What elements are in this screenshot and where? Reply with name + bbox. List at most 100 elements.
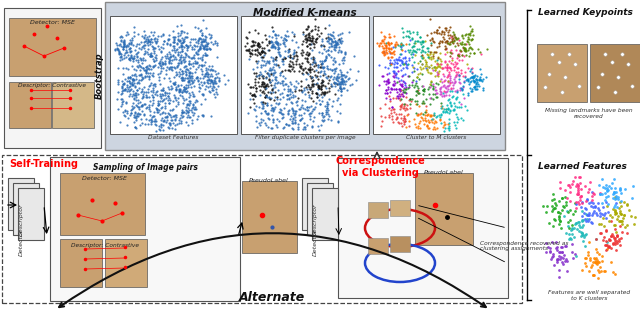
Point: [170, 81, 180, 86]
Point: [148, 113, 158, 118]
Point: [444, 42, 454, 47]
Point: [595, 191, 605, 197]
Point: [419, 86, 429, 91]
Point: [381, 45, 391, 50]
Point: [396, 121, 406, 126]
Point: [332, 43, 342, 48]
Point: [198, 113, 209, 118]
Point: [468, 51, 479, 56]
Point: [601, 239, 611, 244]
Point: [274, 118, 284, 123]
Point: [297, 42, 307, 47]
Point: [349, 53, 359, 58]
Point: [435, 118, 445, 123]
Point: [176, 118, 186, 124]
Point: [394, 78, 404, 83]
Point: [284, 62, 294, 67]
Point: [392, 61, 402, 66]
Point: [291, 58, 301, 63]
Point: [436, 59, 446, 64]
Point: [122, 43, 132, 48]
Point: [396, 51, 406, 56]
Point: [337, 74, 347, 79]
Point: [317, 72, 328, 77]
Point: [118, 71, 129, 76]
Point: [191, 51, 202, 56]
Point: [314, 85, 324, 90]
Point: [557, 255, 568, 260]
Point: [399, 61, 409, 66]
Point: [126, 41, 136, 46]
Point: [402, 106, 412, 112]
Text: Correspondence
via Clustering: Correspondence via Clustering: [335, 156, 425, 178]
Point: [245, 96, 255, 101]
Point: [173, 83, 183, 88]
Point: [130, 84, 140, 89]
Point: [147, 118, 157, 124]
Point: [388, 69, 399, 74]
Point: [252, 73, 262, 78]
Point: [404, 35, 414, 40]
Point: [324, 53, 334, 58]
Point: [410, 122, 420, 127]
Point: [244, 90, 255, 95]
Point: [131, 102, 141, 107]
Point: [173, 95, 183, 100]
Point: [554, 215, 564, 220]
Point: [584, 217, 595, 222]
Point: [303, 32, 314, 37]
Point: [454, 99, 465, 104]
Point: [415, 40, 425, 45]
Point: [538, 203, 548, 208]
Point: [600, 210, 610, 215]
Point: [208, 83, 218, 88]
Point: [268, 90, 278, 95]
Point: [161, 54, 172, 59]
Point: [125, 48, 135, 53]
Point: [432, 44, 442, 49]
Point: [598, 237, 608, 242]
Point: [388, 70, 399, 75]
Point: [317, 80, 327, 85]
Point: [476, 78, 486, 83]
Point: [296, 78, 306, 83]
Point: [317, 117, 327, 122]
Point: [252, 48, 262, 53]
Point: [245, 105, 255, 110]
Point: [255, 51, 265, 56]
Point: [289, 48, 299, 53]
Point: [432, 64, 442, 70]
Point: [335, 102, 346, 107]
Point: [578, 223, 588, 228]
Point: [177, 69, 187, 74]
Point: [120, 113, 130, 118]
Point: [169, 48, 179, 53]
Point: [605, 238, 616, 243]
Point: [204, 31, 214, 36]
Point: [457, 39, 467, 44]
Point: [383, 40, 394, 45]
Point: [188, 37, 198, 42]
Point: [161, 65, 172, 70]
Point: [298, 126, 308, 131]
Point: [335, 40, 346, 45]
Point: [425, 52, 435, 57]
Point: [248, 39, 258, 44]
Point: [136, 120, 147, 125]
Point: [604, 237, 614, 242]
Point: [305, 111, 316, 116]
Point: [177, 75, 188, 80]
Point: [182, 88, 192, 93]
Point: [432, 69, 442, 74]
Point: [188, 103, 198, 108]
Point: [260, 120, 270, 125]
Point: [314, 49, 324, 54]
Point: [173, 82, 183, 87]
Point: [168, 80, 179, 85]
Point: [212, 71, 223, 76]
Point: [180, 63, 190, 68]
Point: [442, 40, 452, 46]
Point: [420, 49, 430, 54]
Point: [593, 267, 603, 272]
Point: [447, 80, 457, 85]
